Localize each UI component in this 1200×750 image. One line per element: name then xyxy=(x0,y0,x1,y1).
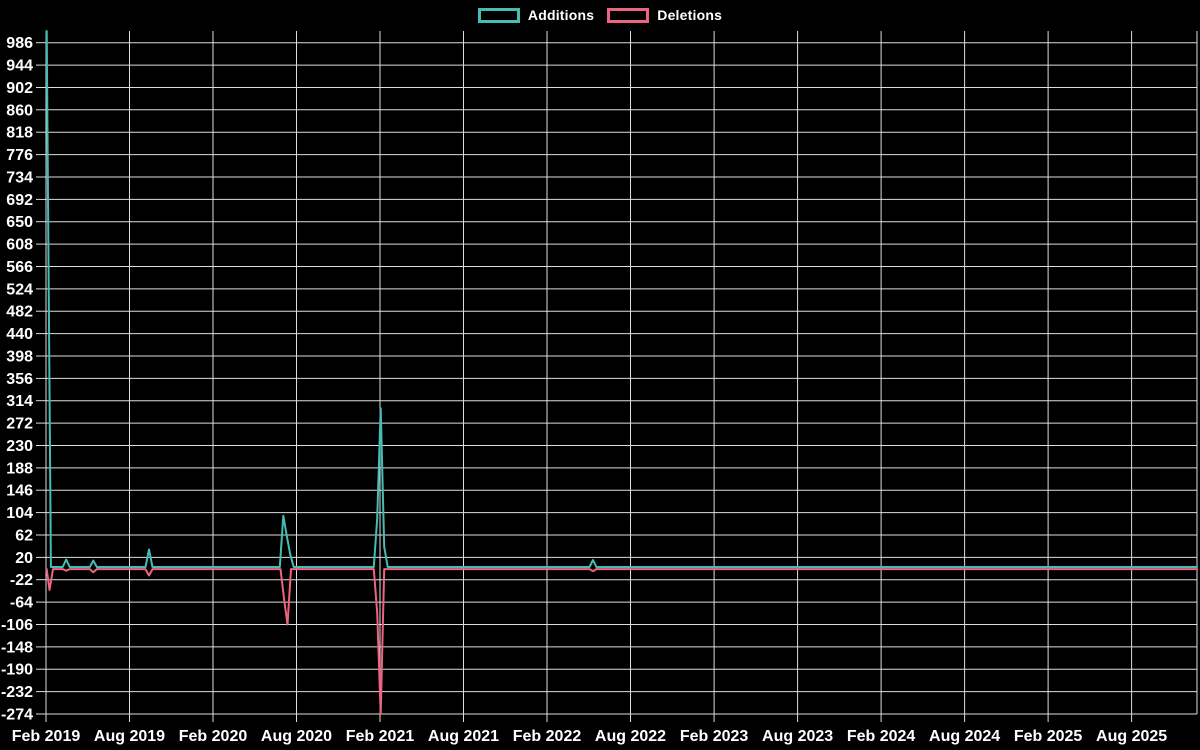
y-tick-label: 566 xyxy=(6,259,33,276)
y-tick-label: 734 xyxy=(6,170,33,187)
y-tick-label: 104 xyxy=(6,505,33,522)
y-tick-label: 860 xyxy=(6,102,33,119)
y-tick-label: -232 xyxy=(1,684,33,701)
y-tick-label: 398 xyxy=(6,349,33,366)
y-tick-label: 902 xyxy=(6,80,33,97)
y-tick-label: -22 xyxy=(10,572,33,589)
y-tick-label: 146 xyxy=(6,483,33,500)
x-tick-label: Aug 2020 xyxy=(261,728,332,745)
y-tick-label: 356 xyxy=(6,371,33,388)
legend-label-deletions: Deletions xyxy=(657,7,723,23)
y-tick-label: 944 xyxy=(6,58,33,75)
y-tick-label: -106 xyxy=(1,617,33,634)
y-tick-label: 524 xyxy=(6,281,33,298)
additions-swatch xyxy=(477,7,520,23)
y-tick-label: 62 xyxy=(15,528,33,545)
y-tick-label: 314 xyxy=(6,393,33,410)
x-tick-label: Feb 2022 xyxy=(513,728,582,745)
x-tick-label: Aug 2022 xyxy=(595,728,666,745)
y-tick-label: 650 xyxy=(6,214,33,231)
legend-item-deletions[interactable]: Deletions xyxy=(607,7,722,23)
y-tick-label: 986 xyxy=(6,35,33,52)
y-tick-label: -64 xyxy=(10,595,33,612)
y-tick-label: 818 xyxy=(6,125,33,142)
y-tick-label: 440 xyxy=(6,326,33,343)
x-tick-label: Feb 2021 xyxy=(346,728,415,745)
chart-legend: Additions Deletions xyxy=(0,7,1200,23)
x-tick-label: Aug 2024 xyxy=(929,728,1000,745)
legend-item-additions[interactable]: Additions xyxy=(477,7,595,23)
x-tick-label: Feb 2024 xyxy=(847,728,916,745)
y-tick-label: 188 xyxy=(6,460,33,477)
x-tick-label: Aug 2023 xyxy=(762,728,833,745)
y-tick-label: 776 xyxy=(6,147,33,164)
x-tick-label: Aug 2025 xyxy=(1096,728,1167,745)
y-tick-label: -148 xyxy=(1,639,33,656)
legend-label-additions: Additions xyxy=(527,7,595,23)
x-tick-label: Aug 2021 xyxy=(428,728,499,745)
y-tick-label: -190 xyxy=(1,662,33,679)
deletions-line xyxy=(45,568,1198,715)
y-tick-label: 20 xyxy=(15,550,33,567)
x-tick-label: Aug 2019 xyxy=(94,728,165,745)
x-tick-label: Feb 2019 xyxy=(12,728,81,745)
x-tick-label: Feb 2020 xyxy=(179,728,248,745)
x-tick-label: Feb 2023 xyxy=(680,728,749,745)
x-tick-label: Feb 2025 xyxy=(1014,728,1083,745)
additions-line xyxy=(45,30,1198,568)
y-tick-label: 482 xyxy=(6,304,33,321)
y-tick-label: -274 xyxy=(1,707,33,724)
deletions-swatch xyxy=(607,7,650,23)
y-tick-label: 230 xyxy=(6,438,33,455)
y-tick-label: 608 xyxy=(6,237,33,254)
y-tick-label: 692 xyxy=(6,192,33,209)
y-tick-label: 272 xyxy=(6,416,33,433)
